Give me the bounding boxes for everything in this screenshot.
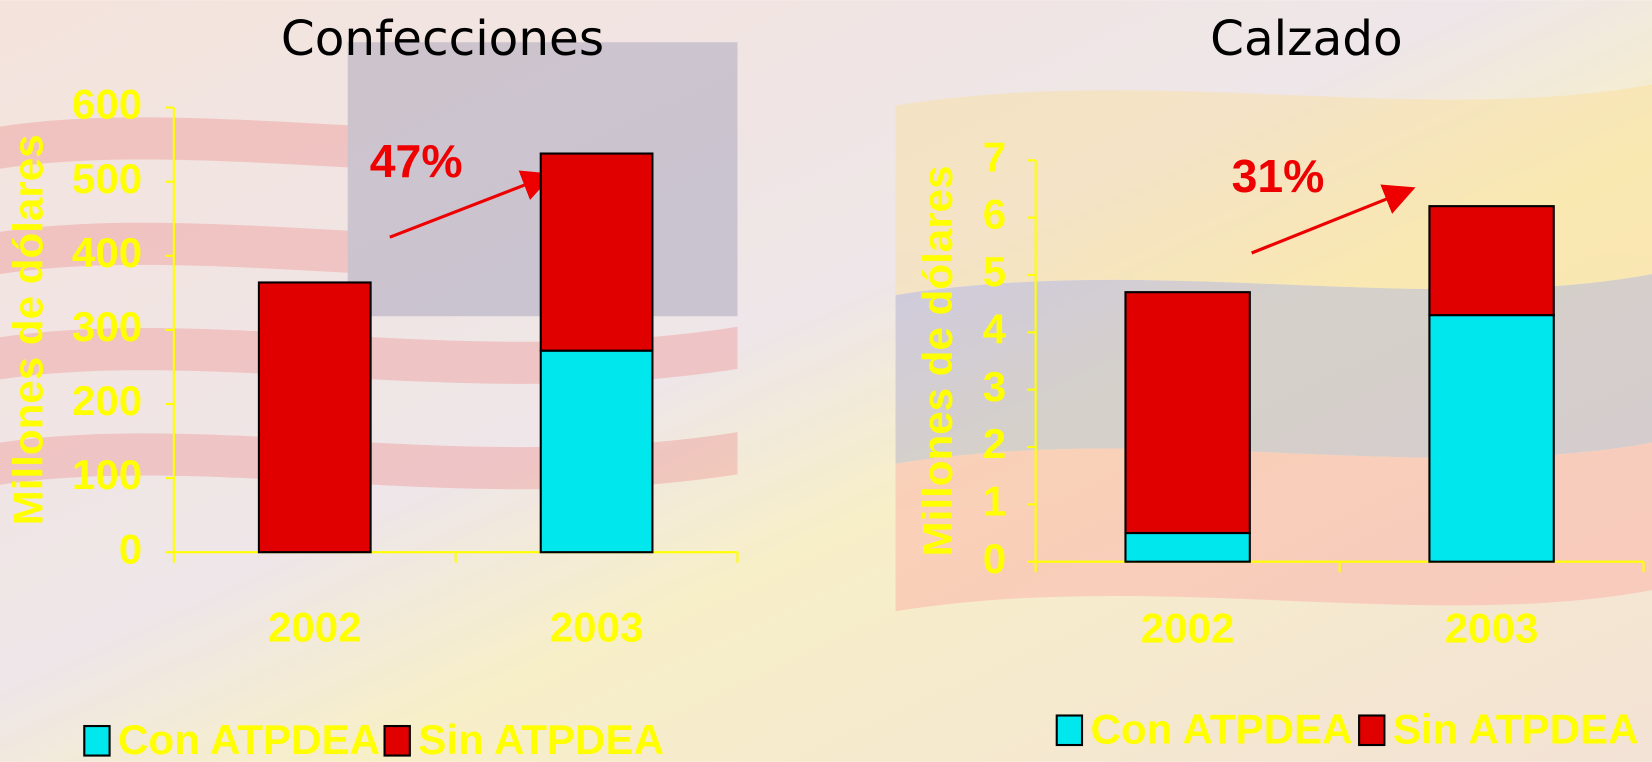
y-tick-label: 6 [983,191,1006,238]
chart-title: Calzado [1210,11,1403,67]
bar-segment [539,152,654,352]
y-tick-label: 600 [72,81,142,128]
y-axis-title: Millones de dólares [914,166,961,557]
bar-segment [1124,291,1251,535]
bar-segment [1124,531,1251,563]
annotation: 31% [1232,150,1325,202]
x-tick-label: 2003 [1445,604,1539,651]
y-tick-label: 200 [72,377,142,424]
trend-arrow [389,170,554,239]
y-tick-label: 2 [983,420,1006,467]
legend-label: Sin ATPDEA [418,716,664,762]
legend-swatch [1358,714,1386,747]
y-tick-label: 300 [72,303,142,350]
legend-swatch [83,724,111,757]
bar-segment [1428,314,1555,563]
trend-arrow [1251,184,1416,255]
x-tick-label: 2003 [550,603,644,650]
y-tick-label: 0 [983,535,1006,582]
y-tick-label: 1 [983,477,1006,524]
y-axis-title: Millones de dólares [5,134,52,525]
x-tick-label: 2002 [1141,604,1235,651]
legend-label: Sin ATPDEA [1393,705,1639,752]
chart-title: Confecciones [281,11,604,67]
y-tick-label: 4 [983,305,1007,352]
bar-segment [1428,205,1555,317]
x-tick-label: 2002 [268,603,362,650]
y-tick-label: 400 [72,229,142,276]
bar-segment [257,281,372,554]
y-tick-label: 7 [983,133,1006,180]
legend-swatch [1055,714,1084,747]
y-tick-label: 500 [72,155,142,202]
legend-swatch [383,724,411,757]
y-tick-label: 100 [72,451,142,498]
y-tick-label: 0 [119,525,142,572]
legend-label: Con ATPDEA [1090,705,1352,752]
y-tick-label: 3 [983,363,1006,410]
y-tick-label: 5 [983,248,1006,295]
legend-label: Con ATPDEA [118,716,380,762]
bar-segment [539,349,654,554]
annotation: 47% [370,135,463,187]
